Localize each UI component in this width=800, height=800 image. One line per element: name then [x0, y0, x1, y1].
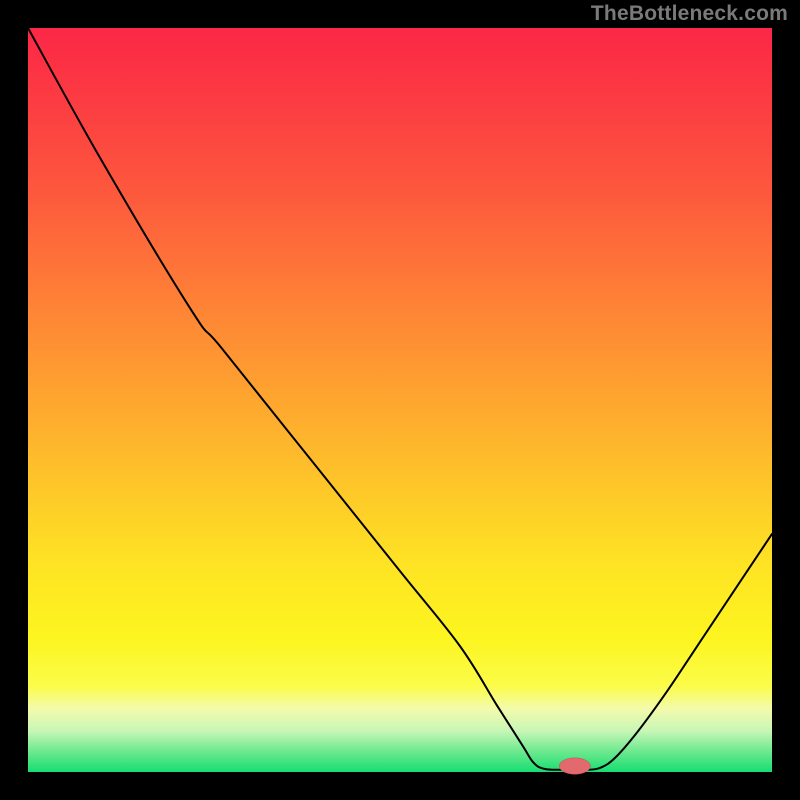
optimal-marker — [559, 758, 590, 774]
watermark-text: TheBottleneck.com — [591, 2, 788, 26]
chart-frame: { "watermark": { "text": "TheBottleneck.… — [0, 0, 800, 800]
bottleneck-gradient-chart — [0, 0, 800, 800]
gradient-background — [28, 28, 772, 772]
